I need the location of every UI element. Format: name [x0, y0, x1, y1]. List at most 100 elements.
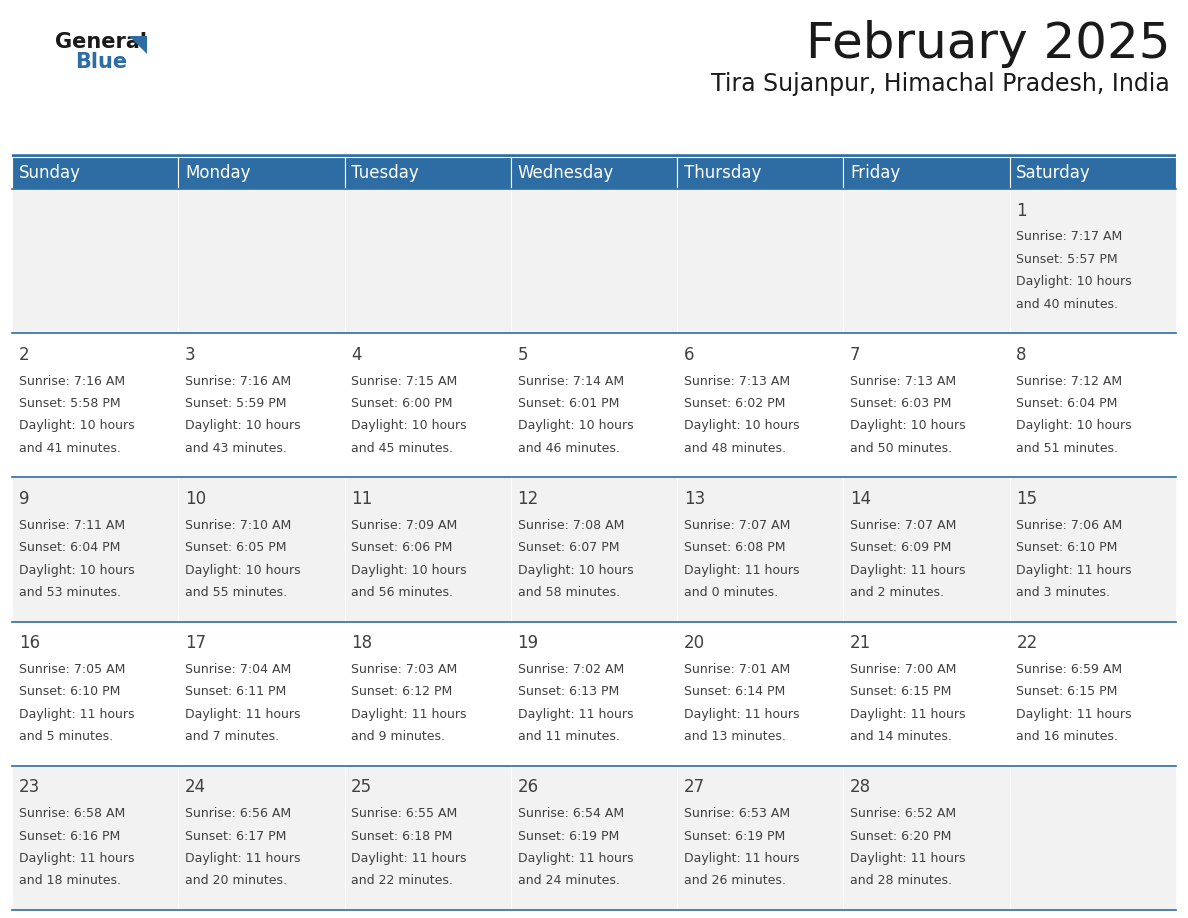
Bar [677, 189, 843, 333]
Bar [677, 621, 843, 766]
Text: Sunset: 6:18 PM: Sunset: 6:18 PM [352, 830, 453, 843]
Bar [1010, 333, 1176, 477]
Text: Sunrise: 7:14 AM: Sunrise: 7:14 AM [518, 375, 624, 387]
Text: and 53 minutes.: and 53 minutes. [19, 586, 121, 599]
Text: Sunrise: 7:01 AM: Sunrise: 7:01 AM [684, 663, 790, 676]
Text: Daylight: 10 hours: Daylight: 10 hours [684, 420, 800, 432]
Bar [178, 766, 345, 910]
Text: Sunset: 6:07 PM: Sunset: 6:07 PM [518, 542, 619, 554]
Bar [511, 621, 677, 766]
Text: Daylight: 11 hours: Daylight: 11 hours [352, 708, 467, 721]
Text: Sunset: 6:20 PM: Sunset: 6:20 PM [851, 830, 952, 843]
Bar [843, 157, 1010, 189]
Text: Sunrise: 6:58 AM: Sunrise: 6:58 AM [19, 807, 125, 821]
Bar [843, 621, 1010, 766]
Text: 28: 28 [851, 778, 871, 797]
Text: Sunset: 6:04 PM: Sunset: 6:04 PM [1017, 397, 1118, 410]
Text: Sunset: 6:03 PM: Sunset: 6:03 PM [851, 397, 952, 410]
Text: and 58 minutes.: and 58 minutes. [518, 586, 620, 599]
Text: General: General [55, 32, 147, 52]
Text: Daylight: 11 hours: Daylight: 11 hours [518, 708, 633, 721]
Text: 12: 12 [518, 490, 539, 508]
Bar [511, 189, 677, 333]
Text: 9: 9 [19, 490, 30, 508]
Text: 26: 26 [518, 778, 538, 797]
Bar [12, 621, 178, 766]
Text: and 16 minutes.: and 16 minutes. [1017, 730, 1118, 744]
Text: 15: 15 [1017, 490, 1037, 508]
Text: and 40 minutes.: and 40 minutes. [1017, 297, 1118, 310]
Text: 18: 18 [352, 634, 372, 653]
Text: and 24 minutes.: and 24 minutes. [518, 874, 619, 888]
Text: 4: 4 [352, 346, 361, 364]
Text: Sunset: 5:59 PM: Sunset: 5:59 PM [185, 397, 286, 410]
Text: Sunrise: 7:15 AM: Sunrise: 7:15 AM [352, 375, 457, 387]
Text: Daylight: 10 hours: Daylight: 10 hours [19, 420, 134, 432]
Text: Daylight: 10 hours: Daylight: 10 hours [185, 564, 301, 577]
Text: Sunset: 5:58 PM: Sunset: 5:58 PM [19, 397, 120, 410]
Bar [345, 333, 511, 477]
Text: Sunset: 6:16 PM: Sunset: 6:16 PM [19, 830, 120, 843]
Text: Sunrise: 7:00 AM: Sunrise: 7:00 AM [851, 663, 956, 676]
Text: and 2 minutes.: and 2 minutes. [851, 586, 944, 599]
Text: Sunrise: 7:16 AM: Sunrise: 7:16 AM [185, 375, 291, 387]
Text: and 55 minutes.: and 55 minutes. [185, 586, 287, 599]
Text: Sunset: 6:02 PM: Sunset: 6:02 PM [684, 397, 785, 410]
Text: 23: 23 [19, 778, 40, 797]
Text: Sunrise: 7:06 AM: Sunrise: 7:06 AM [1017, 519, 1123, 532]
Text: 22: 22 [1017, 634, 1037, 653]
Text: Daylight: 11 hours: Daylight: 11 hours [1017, 564, 1132, 577]
Text: Daylight: 10 hours: Daylight: 10 hours [851, 420, 966, 432]
Bar [178, 477, 345, 621]
Text: 24: 24 [185, 778, 206, 797]
Text: and 14 minutes.: and 14 minutes. [851, 730, 952, 744]
Bar [677, 766, 843, 910]
Bar [178, 333, 345, 477]
Text: Sunrise: 7:03 AM: Sunrise: 7:03 AM [352, 663, 457, 676]
Text: Sunset: 6:15 PM: Sunset: 6:15 PM [1017, 686, 1118, 699]
Text: 21: 21 [851, 634, 871, 653]
Text: Sunrise: 7:17 AM: Sunrise: 7:17 AM [1017, 230, 1123, 243]
Text: and 41 minutes.: and 41 minutes. [19, 442, 120, 454]
Text: 19: 19 [518, 634, 538, 653]
Text: 5: 5 [518, 346, 527, 364]
Text: Sunrise: 7:02 AM: Sunrise: 7:02 AM [518, 663, 624, 676]
Text: and 51 minutes.: and 51 minutes. [1017, 442, 1118, 454]
Bar [511, 157, 677, 189]
Text: Daylight: 11 hours: Daylight: 11 hours [684, 852, 800, 865]
Text: and 22 minutes.: and 22 minutes. [352, 874, 453, 888]
Text: and 18 minutes.: and 18 minutes. [19, 874, 121, 888]
Text: 7: 7 [851, 346, 860, 364]
Bar [345, 766, 511, 910]
Text: Sunrise: 7:11 AM: Sunrise: 7:11 AM [19, 519, 125, 532]
Text: Sunset: 6:04 PM: Sunset: 6:04 PM [19, 542, 120, 554]
Text: Sunrise: 7:05 AM: Sunrise: 7:05 AM [19, 663, 125, 676]
Text: and 46 minutes.: and 46 minutes. [518, 442, 619, 454]
Text: Sunset: 6:01 PM: Sunset: 6:01 PM [518, 397, 619, 410]
Text: 10: 10 [185, 490, 206, 508]
Text: Sunrise: 6:54 AM: Sunrise: 6:54 AM [518, 807, 624, 821]
Text: Daylight: 11 hours: Daylight: 11 hours [851, 564, 966, 577]
Text: 8: 8 [1017, 346, 1026, 364]
Text: Sunrise: 7:13 AM: Sunrise: 7:13 AM [851, 375, 956, 387]
Text: Daylight: 11 hours: Daylight: 11 hours [352, 852, 467, 865]
Text: Sunset: 6:00 PM: Sunset: 6:00 PM [352, 397, 453, 410]
Text: and 45 minutes.: and 45 minutes. [352, 442, 454, 454]
Bar [345, 477, 511, 621]
Bar [511, 477, 677, 621]
Bar [677, 477, 843, 621]
Text: and 26 minutes.: and 26 minutes. [684, 874, 785, 888]
Text: 2: 2 [19, 346, 30, 364]
Text: and 13 minutes.: and 13 minutes. [684, 730, 785, 744]
Text: Sunday: Sunday [19, 164, 81, 182]
Text: Daylight: 11 hours: Daylight: 11 hours [185, 708, 301, 721]
Text: Blue: Blue [75, 52, 127, 72]
Bar [12, 157, 178, 189]
Text: Sunrise: 7:07 AM: Sunrise: 7:07 AM [684, 519, 790, 532]
Text: and 0 minutes.: and 0 minutes. [684, 586, 778, 599]
Text: Sunset: 6:15 PM: Sunset: 6:15 PM [851, 686, 952, 699]
Text: Daylight: 10 hours: Daylight: 10 hours [518, 564, 633, 577]
Text: 16: 16 [19, 634, 39, 653]
Text: Sunset: 6:10 PM: Sunset: 6:10 PM [19, 686, 120, 699]
Bar [511, 766, 677, 910]
